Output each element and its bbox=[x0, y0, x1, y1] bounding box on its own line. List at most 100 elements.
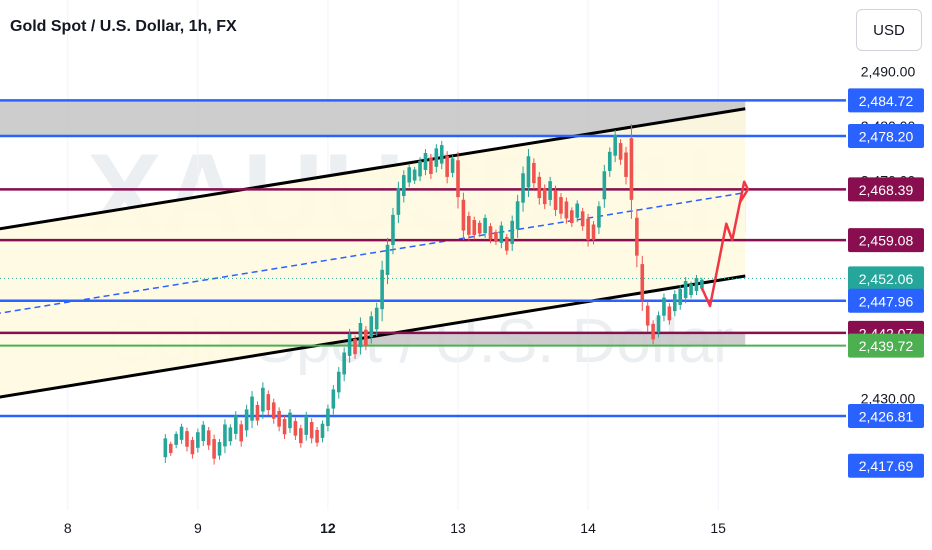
candle-body bbox=[494, 231, 498, 242]
price-axis[interactable]: 2,490.002,480.002,470.002,430.002,484.72… bbox=[846, 0, 932, 510]
price-label-text: 2,468.39 bbox=[859, 182, 914, 198]
candle-body bbox=[223, 424, 227, 447]
candle-body bbox=[673, 294, 677, 312]
candle-body bbox=[683, 281, 688, 299]
candle-body bbox=[477, 222, 482, 234]
candle-body bbox=[315, 429, 319, 443]
candle-body bbox=[618, 143, 623, 160]
candle-body bbox=[391, 214, 395, 245]
candle-body bbox=[412, 169, 417, 181]
candle-body bbox=[342, 352, 346, 375]
candle-body bbox=[288, 412, 292, 429]
candle-body bbox=[326, 408, 330, 427]
price-label-text: 2,478.20 bbox=[859, 128, 914, 144]
price-label-box bbox=[848, 88, 924, 113]
candle-body bbox=[336, 371, 341, 393]
candle-body bbox=[456, 160, 460, 198]
candle-body bbox=[217, 442, 222, 456]
price-label-text: 2,447.96 bbox=[859, 293, 914, 309]
candle-body bbox=[196, 432, 200, 448]
candle-body bbox=[483, 217, 487, 234]
candle-body bbox=[700, 279, 704, 289]
candle-body bbox=[174, 433, 178, 445]
candle-body bbox=[168, 443, 173, 454]
price-tick-label: 2,490.00 bbox=[861, 64, 916, 80]
candle-body bbox=[271, 402, 276, 419]
candle-body bbox=[542, 188, 547, 205]
candle-body bbox=[553, 190, 558, 210]
candle-body bbox=[396, 187, 401, 215]
candle-body bbox=[580, 211, 585, 227]
candle-body bbox=[548, 181, 552, 200]
channel bbox=[0, 107, 746, 399]
candle-body bbox=[358, 323, 363, 348]
candle-body bbox=[206, 430, 211, 446]
candle-body bbox=[564, 201, 569, 219]
candle-body bbox=[233, 415, 238, 434]
candle-body bbox=[304, 416, 309, 435]
time-tick-label: 8 bbox=[64, 520, 72, 536]
candle-body bbox=[526, 156, 531, 188]
time-tick-label: 15 bbox=[710, 520, 726, 536]
price-tick-label: 2,430.00 bbox=[861, 391, 916, 407]
price-label-text: 2,452.06 bbox=[859, 271, 914, 287]
candle-body bbox=[656, 315, 661, 333]
candle-body bbox=[521, 173, 525, 203]
candle-body bbox=[689, 284, 693, 295]
candle-body bbox=[429, 157, 433, 175]
candle-body bbox=[418, 160, 422, 177]
candle-body bbox=[645, 305, 650, 326]
candle-body bbox=[293, 421, 298, 436]
candle-body bbox=[353, 338, 357, 355]
candle-body bbox=[185, 431, 189, 447]
price-label-box bbox=[848, 228, 924, 253]
candle-body bbox=[694, 277, 699, 292]
price-label-text: 2,439.72 bbox=[859, 338, 914, 354]
candle-body bbox=[586, 218, 590, 241]
candle-body bbox=[266, 394, 271, 411]
candle-body bbox=[250, 396, 254, 421]
candle-body bbox=[228, 427, 233, 442]
candle-body bbox=[423, 152, 428, 170]
price-label-text: 2,484.72 bbox=[859, 93, 914, 109]
candle-body bbox=[201, 424, 206, 442]
candle-body bbox=[369, 316, 374, 338]
projection-arrow bbox=[700, 180, 750, 308]
candle-body bbox=[277, 410, 281, 427]
candle-body bbox=[570, 210, 574, 224]
candle-body bbox=[607, 151, 612, 171]
candle-body bbox=[559, 197, 563, 214]
candle-body bbox=[179, 426, 184, 440]
candle-body bbox=[331, 389, 336, 409]
candle-body bbox=[434, 148, 439, 167]
candle-body bbox=[515, 201, 520, 230]
candle-body bbox=[190, 440, 195, 455]
candle-body bbox=[347, 333, 352, 356]
candle-body bbox=[374, 307, 379, 330]
currency-button[interactable]: USD bbox=[856, 9, 922, 51]
price-label-box bbox=[848, 453, 924, 478]
candle-body bbox=[239, 424, 243, 442]
time-tick-label: 9 bbox=[194, 520, 202, 536]
price-label-box bbox=[848, 177, 924, 202]
candle-body bbox=[651, 323, 655, 340]
candle-body bbox=[504, 237, 509, 251]
candle-body bbox=[309, 422, 314, 439]
candle-body bbox=[591, 224, 596, 240]
candle-body bbox=[467, 216, 471, 235]
chart-title: Gold Spot / U.S. Dollar, 1h, FX bbox=[10, 18, 237, 35]
time-axis[interactable]: 8 9 12 13 14 15 bbox=[0, 510, 932, 550]
candle-body bbox=[635, 217, 639, 256]
candle-body bbox=[212, 439, 216, 459]
candle-body bbox=[299, 428, 303, 444]
candle-body bbox=[624, 152, 628, 177]
channel-upper-line bbox=[0, 107, 746, 231]
candle-body bbox=[597, 206, 601, 228]
candle-body bbox=[678, 288, 683, 305]
candle-body bbox=[667, 306, 672, 321]
candle-body bbox=[163, 438, 168, 458]
horizontal-levels bbox=[0, 99, 846, 418]
candle-body bbox=[461, 199, 466, 231]
candle-body bbox=[472, 220, 477, 235]
